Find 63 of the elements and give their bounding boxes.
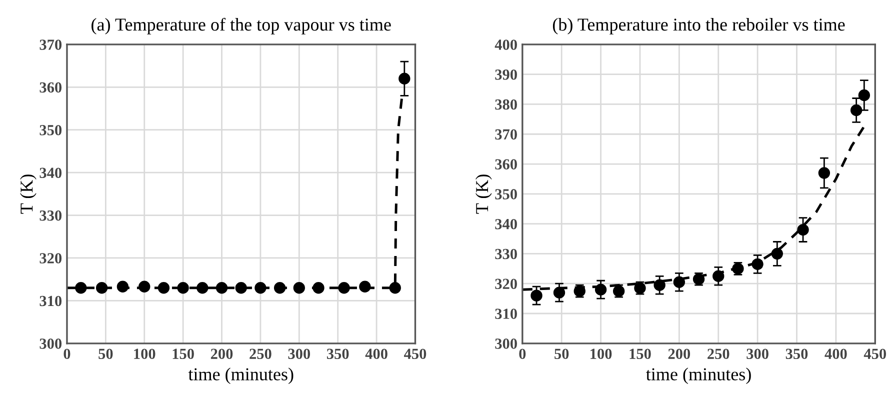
x-tick-label: 350 (326, 348, 349, 360)
x-tick-label: 250 (708, 348, 730, 360)
chart-title: (a) Temperature of the top vapour vs time (92, 18, 391, 34)
point (359, 280, 371, 292)
point (254, 282, 266, 294)
point (530, 290, 542, 302)
x-axis-title: time (minutes) (188, 368, 294, 384)
y-tick-label: 360 (495, 159, 517, 170)
x-tick-label: 100 (590, 348, 612, 360)
point (138, 280, 150, 292)
x-tick-label: 50 (98, 348, 113, 360)
y-tick-label: 330 (495, 248, 517, 260)
point (235, 282, 247, 294)
y-tick-label: 350 (495, 189, 517, 200)
y-tick-label: 380 (495, 99, 517, 110)
x-tick-label: 300 (746, 348, 768, 360)
x-tick-label: 400 (365, 348, 388, 360)
x-tick-label: 400 (824, 348, 847, 360)
y-tick-label: 320 (495, 278, 517, 290)
x-axis-title: time (minutes) (646, 368, 751, 384)
x-tick-label: 150 (630, 348, 651, 360)
y-tick-label: 390 (495, 69, 517, 80)
point (196, 282, 208, 294)
y-axis-title: T (K) (475, 174, 492, 214)
point (96, 282, 108, 294)
y-tick-label: 310 (40, 296, 62, 306)
chart-title: (b) Temperature into the reboiler vs time (552, 18, 845, 34)
y-tick-label: 330 (40, 210, 62, 221)
point (293, 282, 305, 294)
point (389, 282, 401, 294)
y-tick-label: 360 (40, 82, 62, 93)
y-tick-label: 320 (40, 253, 62, 264)
x-tick-label: 350 (786, 348, 808, 360)
x-tick-label: 200 (668, 348, 690, 360)
y-tick-label: 340 (495, 218, 517, 230)
y-tick-label: 370 (495, 129, 517, 140)
point (177, 282, 189, 294)
y-axis-title: T (K) (20, 174, 36, 214)
point (75, 282, 87, 294)
point (158, 282, 170, 294)
x-tick-label: 300 (288, 348, 310, 360)
point (116, 280, 129, 292)
point (797, 224, 809, 236)
point (216, 282, 228, 294)
y-tick-label: 370 (40, 40, 62, 50)
point (312, 282, 324, 294)
x-tick-label: 150 (172, 348, 194, 360)
x-tick-label: 200 (210, 348, 233, 360)
x-tick-label: 100 (134, 348, 156, 360)
y-tick-label: 350 (40, 125, 62, 136)
x-tick-label: 0 (64, 348, 70, 360)
y-tick-label: 300 (495, 338, 517, 349)
x-tick-label: 0 (519, 348, 526, 360)
y-tick-label: 340 (40, 168, 62, 178)
x-tick-label: 50 (554, 348, 569, 360)
point (338, 282, 350, 294)
point (274, 282, 286, 294)
y-tick-label: 310 (495, 308, 517, 319)
y-tick-label: 300 (40, 338, 62, 349)
x-tick-label: 450 (864, 348, 886, 360)
x-tick-label: 450 (404, 348, 426, 360)
y-tick-label: 400 (494, 40, 517, 50)
x-tick-label: 250 (250, 348, 272, 360)
